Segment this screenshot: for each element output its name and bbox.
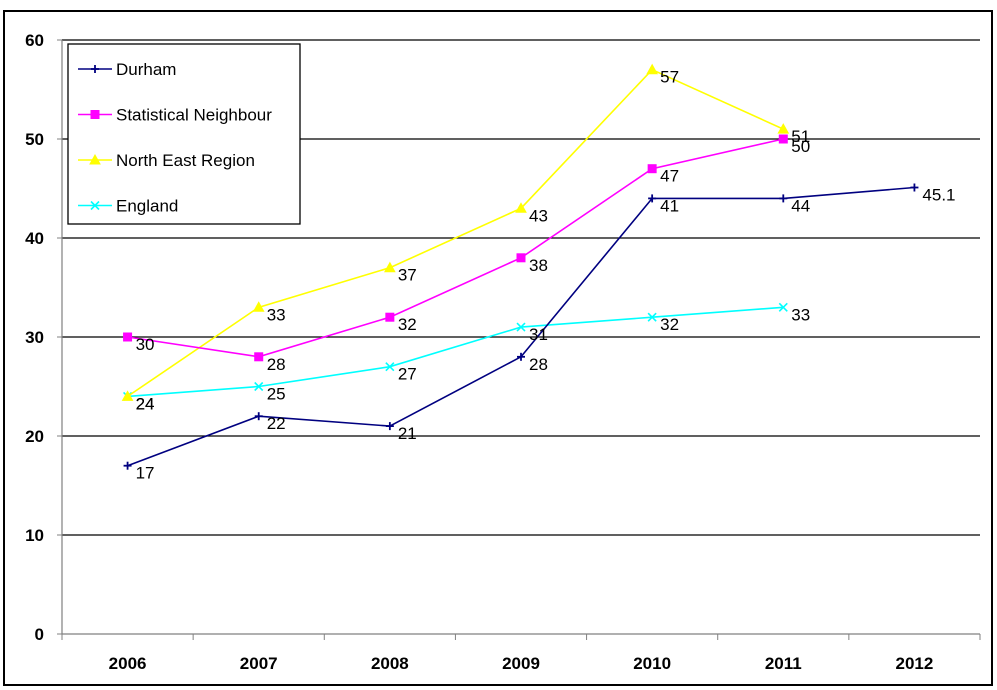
data-label: 37	[398, 266, 417, 285]
axes	[57, 39, 981, 640]
point-marker	[385, 422, 394, 431]
point-marker	[385, 312, 395, 322]
series-durham	[123, 183, 919, 470]
legend-label: England	[116, 197, 178, 216]
point-marker	[647, 312, 657, 322]
y-tick-label: 20	[25, 427, 44, 446]
point-marker	[89, 153, 101, 165]
point-marker	[123, 332, 133, 342]
y-tick-label: 60	[25, 31, 44, 50]
data-label: 51	[791, 127, 810, 146]
point-marker	[90, 110, 100, 119]
data-label: 41	[660, 196, 679, 215]
point-marker	[778, 134, 788, 144]
point-marker	[648, 194, 657, 203]
series-line	[127, 306, 784, 398]
legend-item: England	[78, 197, 178, 216]
data-label: 25	[267, 385, 286, 404]
y-tick-label: 50	[25, 130, 44, 149]
x-tick-label: 2007	[240, 654, 278, 673]
data-label: 44	[791, 196, 810, 215]
series-line	[127, 138, 784, 358]
point-marker	[910, 183, 919, 192]
point-marker	[515, 202, 527, 213]
point-marker	[121, 390, 134, 401]
data-label: 28	[529, 355, 548, 374]
y-axis-tick-labels: 0 10 20 30 40 50 60	[25, 31, 44, 644]
legend-label: Durham	[116, 60, 176, 79]
point-marker	[646, 63, 658, 75]
point-marker	[647, 164, 657, 174]
y-tick-label: 40	[25, 229, 44, 248]
data-label: 24	[136, 394, 155, 413]
legend-label: Statistical Neighbour	[116, 106, 272, 125]
point-marker	[516, 322, 526, 332]
point-marker	[517, 352, 525, 361]
y-tick-label: 10	[25, 526, 44, 545]
data-label: 21	[398, 424, 417, 443]
data-label: 30	[136, 335, 155, 354]
x-tick-label: 2010	[633, 654, 671, 673]
point-marker	[252, 301, 265, 312]
point-marker	[91, 65, 99, 73]
series-north-east-region	[121, 63, 790, 401]
legend-item: North East Region	[78, 151, 255, 170]
data-label: 43	[529, 206, 548, 225]
x-tick-label: 2006	[109, 654, 147, 673]
data-label: 24	[136, 394, 155, 413]
x-tick-label: 2009	[502, 654, 540, 673]
x-axis-tick-labels: 2006 2007 2008 2009 2010 2011 2012	[109, 654, 934, 673]
legend-label: North East Region	[116, 151, 255, 170]
point-marker	[123, 461, 132, 470]
x-tick-label: 2008	[371, 654, 409, 673]
x-tick-label: 2012	[896, 654, 934, 673]
data-label: 38	[529, 256, 548, 275]
legend-item: Durham	[78, 60, 176, 79]
data-label: 57	[660, 68, 679, 87]
x-tick-label: 2011	[765, 654, 802, 673]
point-marker	[778, 302, 788, 312]
point-marker	[254, 412, 263, 421]
point-marker	[777, 123, 790, 134]
series-line	[127, 68, 784, 398]
data-label: 31	[529, 325, 548, 344]
data-label: 27	[398, 365, 417, 384]
data-label: 47	[660, 167, 679, 186]
y-tick-label: 0	[35, 625, 44, 644]
data-label: 32	[398, 315, 417, 334]
legend: Durham Statistical Neighbour North East Re…	[67, 43, 301, 225]
data-label: 22	[267, 414, 286, 433]
data-label: 28	[267, 355, 286, 374]
data-label: 33	[791, 305, 810, 324]
data-label: 17	[136, 464, 155, 483]
point-marker	[779, 194, 788, 203]
point-marker	[385, 362, 395, 372]
point-marker	[516, 253, 526, 263]
data-labels: 2425273132332433374357513028323847501722…	[136, 68, 956, 483]
series-statistical-neighbour	[123, 134, 788, 362]
data-label: 33	[267, 305, 286, 324]
legend-box	[67, 43, 301, 225]
y-tick-label: 30	[25, 328, 44, 347]
data-label: 32	[660, 315, 679, 334]
series-group	[121, 63, 919, 470]
legend-item: Statistical Neighbour	[78, 106, 272, 125]
data-label: 50	[791, 137, 810, 156]
point-marker	[254, 352, 264, 362]
point-marker	[90, 200, 100, 211]
data-label: 45.1	[922, 186, 955, 205]
point-marker	[254, 381, 264, 392]
point-marker	[384, 261, 396, 273]
